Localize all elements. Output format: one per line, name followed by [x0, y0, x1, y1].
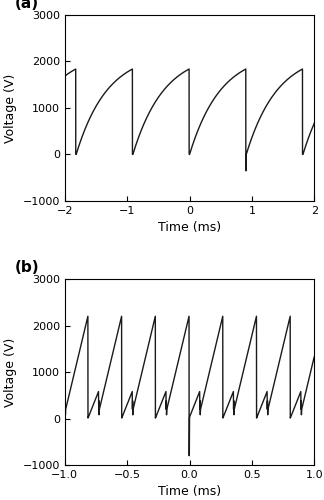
X-axis label: Time (ms): Time (ms) — [158, 222, 221, 234]
Text: (a): (a) — [15, 0, 39, 12]
Text: (b): (b) — [15, 260, 40, 276]
Y-axis label: Voltage (V): Voltage (V) — [4, 74, 17, 142]
Y-axis label: Voltage (V): Voltage (V) — [4, 338, 17, 406]
X-axis label: Time (ms): Time (ms) — [158, 486, 221, 498]
